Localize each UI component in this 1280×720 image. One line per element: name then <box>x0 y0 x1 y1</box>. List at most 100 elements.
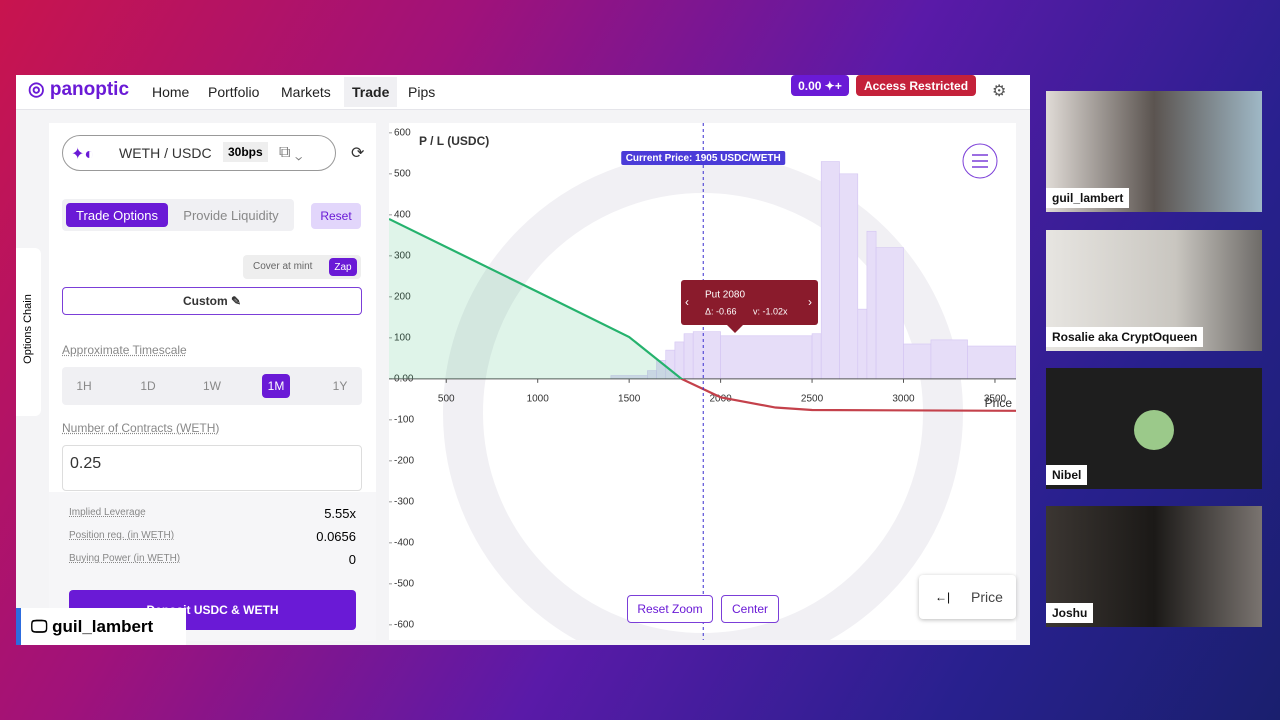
tooltip-prev: ‹ <box>685 295 689 309</box>
timescale[interactable]: 1H <box>76 379 92 393</box>
tooltip-next: › <box>808 295 812 309</box>
liquidity-bar <box>875 247 904 380</box>
balance[interactable]: 0.00 ✦+ <box>791 75 849 96</box>
custom-button[interactable]: Custom ✎ <box>62 287 362 315</box>
nav-link[interactable]: Home <box>152 84 190 100</box>
presenter-badge: 🖵 guil_lambert <box>16 608 186 645</box>
mode-tabs: Trade Options Provide Liquidity <box>62 199 294 231</box>
settings-icon[interactable]: ⚙ <box>992 83 1007 100</box>
custom-label: Custom <box>182 294 228 308</box>
current-price-badge <box>621 151 786 165</box>
y-axis-label: P / L (USDC) <box>419 134 489 148</box>
contracts-value: 0.25 <box>70 455 102 472</box>
trade-panel: ✦◐ WETH / USDC 30bps ⧉ ⌄ ⟳ Trade Options… <box>49 123 376 641</box>
pair: WETH / USDC <box>119 145 212 161</box>
y-tick-label: 600 <box>394 127 411 138</box>
y-tick-label: -300 <box>394 496 414 507</box>
refresh-icon[interactable]: ⟳ <box>351 145 365 162</box>
stat-label: Implied Leverage <box>69 507 146 518</box>
nav-link[interactable]: Portfolio <box>208 84 260 100</box>
liquidity-bar <box>866 230 877 380</box>
timescale[interactable]: 1Y <box>332 379 348 393</box>
tooltip-value: v: -1.02x <box>753 306 788 316</box>
video-tile[interactable]: guil_lambert <box>1046 91 1262 212</box>
timescale-picker: 1H 1D 1W 1M 1Y <box>62 367 362 405</box>
stat-label: Buying Power (in WETH) <box>69 553 181 564</box>
presenter-name: 🖵 guil_lambert <box>31 617 154 636</box>
x-tick-label: 1000 <box>527 393 550 404</box>
x-tick-label: 2500 <box>801 393 824 404</box>
pair-selector[interactable]: ✦◐ WETH / USDC 30bps ⧉ ⌄ <box>62 135 336 171</box>
axis-toggle-icon: ←| <box>935 590 951 604</box>
timescale[interactable]: 1M <box>262 374 290 398</box>
tooltip <box>681 280 818 325</box>
liquidity-bar <box>839 173 859 380</box>
y-tick-label: -100 <box>394 414 414 425</box>
stat-label: Position req. (in WETH) <box>69 530 175 541</box>
pl-line <box>389 217 1016 412</box>
y-tick-label: 500 <box>394 168 411 179</box>
logo[interactable]: ◎ panoptic <box>28 79 130 100</box>
current-price-label: Current Price: 1905 USDC/WETH <box>626 153 781 164</box>
contracts-label: Number of Contracts (WETH) <box>62 421 220 435</box>
video-tile[interactable]: Rosalie aka CryptOqueen <box>1046 230 1262 351</box>
liquidity-bar <box>930 339 968 380</box>
timescale[interactable]: 1D <box>140 379 156 393</box>
fee: 30bps <box>223 142 268 162</box>
logo-text: panoptic <box>49 79 130 100</box>
navbar: ◎ panoptic Home Portfolio Markets Trade … <box>16 75 1030 110</box>
liquidity-bar <box>820 161 840 380</box>
reset-zoom-button[interactable]: Reset Zoom <box>627 595 713 623</box>
video-tile[interactable]: Nibel <box>1046 368 1262 489</box>
nav-link[interactable]: Pips <box>408 84 436 100</box>
tooltip-delta: Δ: -0.66 <box>705 306 737 316</box>
tooltip-title: Put 2080 <box>705 290 745 301</box>
participant-name: guil_lambert <box>1046 188 1130 208</box>
y-tick-label: 400 <box>394 209 411 220</box>
cover-label[interactable]: Cover at mint <box>253 261 313 272</box>
liquidity-bar <box>903 343 932 380</box>
y-tick-label: -500 <box>394 578 414 589</box>
liquidity-bar <box>811 333 822 380</box>
participant-name: Joshu <box>1046 603 1094 623</box>
x-axis-label: Price <box>985 396 1013 410</box>
center-button[interactable]: Center <box>721 595 779 623</box>
y-tick-label: -400 <box>394 537 414 548</box>
video-tile[interactable]: Joshu <box>1046 506 1262 627</box>
reset-button[interactable]: Reset <box>311 203 361 229</box>
cover-toggle: Cover at mint Zap <box>243 255 361 279</box>
liquidity-bar <box>683 333 694 380</box>
x-tick-label: 3000 <box>892 393 915 404</box>
nav-link[interactable]: Markets <box>281 84 331 100</box>
y-tick-label: 300 <box>394 250 411 261</box>
x-tick-label: 2000 <box>709 393 732 404</box>
x-tick-label: 500 <box>438 393 455 404</box>
profit-area <box>389 218 1016 379</box>
contracts-input[interactable]: 0.25 <box>62 445 362 491</box>
presenter-text: guil_lambert <box>52 617 154 636</box>
liquidity-bar <box>857 308 868 380</box>
tab[interactable]: Provide Liquidity <box>183 207 279 223</box>
nav-link[interactable]: Trade <box>344 77 398 107</box>
y-tick-label: -200 <box>394 455 414 466</box>
x-tick-label: 3500 <box>984 393 1007 404</box>
side-tab[interactable]: Options Chain <box>16 248 41 416</box>
app-window: ◎ panoptic Home Portfolio Markets Trade … <box>16 75 1030 645</box>
tooltip-arrow <box>727 325 743 333</box>
stat-value: 0.0656 <box>316 529 356 544</box>
access-status[interactable]: Access Restricted <box>856 75 976 96</box>
axis-toggle-label: Price <box>971 589 1003 605</box>
tab[interactable]: Trade Options <box>66 203 168 227</box>
stat-value: 5.55x <box>324 506 356 521</box>
y-tick-label: 200 <box>394 291 411 302</box>
y-tick-label: -600 <box>394 619 414 630</box>
axis-toggle[interactable]: ←| Price <box>919 575 1016 619</box>
participant-name: Rosalie aka CryptOqueen <box>1046 327 1204 347</box>
timescale-label: Approximate Timescale <box>62 343 187 357</box>
zap-button[interactable]: Zap <box>329 258 357 276</box>
y-tick-label: 100 <box>394 332 411 343</box>
timescale[interactable]: 1W <box>203 379 221 393</box>
liquidity-bar <box>967 345 1016 380</box>
